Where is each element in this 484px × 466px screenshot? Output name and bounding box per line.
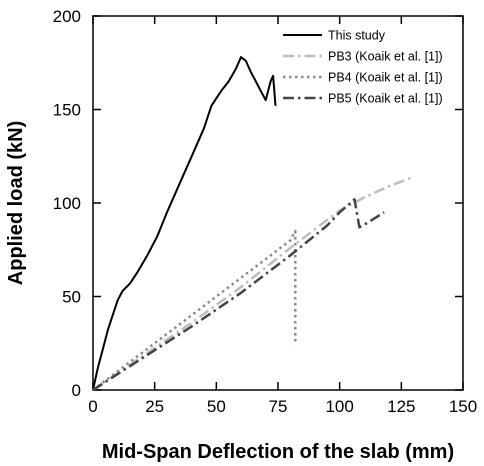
y-tick-label: 150 <box>53 101 81 120</box>
x-tick-label: 50 <box>207 397 226 416</box>
ticks <box>92 15 464 391</box>
series-line-1 <box>92 56 277 391</box>
tick-labels: 0 25 50 75 100 125 150 0 50 100 150 200 <box>53 7 478 416</box>
x-tick-label: 150 <box>449 397 477 416</box>
series-layer <box>92 56 415 392</box>
series-line-3 <box>92 229 297 391</box>
x-tick-label: 25 <box>145 397 164 416</box>
x-tick-label: 100 <box>325 397 353 416</box>
legend-label-1: This study <box>328 29 386 43</box>
x-tick-label: 125 <box>387 397 415 416</box>
x-tick-label: 75 <box>269 397 288 416</box>
x-tick-label: 0 <box>88 397 97 416</box>
y-tick-label: 50 <box>62 288 81 307</box>
y-tick-label: 200 <box>53 7 81 26</box>
y-axis-title: Applied load (kN) <box>5 121 27 285</box>
y-tick-label: 100 <box>53 194 81 213</box>
legend-label-4: PB5 (Koaik et al. [1]) <box>328 92 443 106</box>
y-tick-label: 0 <box>72 381 81 400</box>
legend: This study PB3 (Koaik et al. [1]) PB4 (Koa… <box>283 29 443 106</box>
legend-label-3: PB4 (Koaik et al. [1]) <box>328 71 443 85</box>
legend-label-2: PB3 (Koaik et al. [1]) <box>328 50 443 64</box>
series-line-2 <box>92 175 415 392</box>
x-axis-title: Mid-Span Deflection of the slab (mm) <box>102 441 454 463</box>
series-line-4 <box>92 198 385 392</box>
